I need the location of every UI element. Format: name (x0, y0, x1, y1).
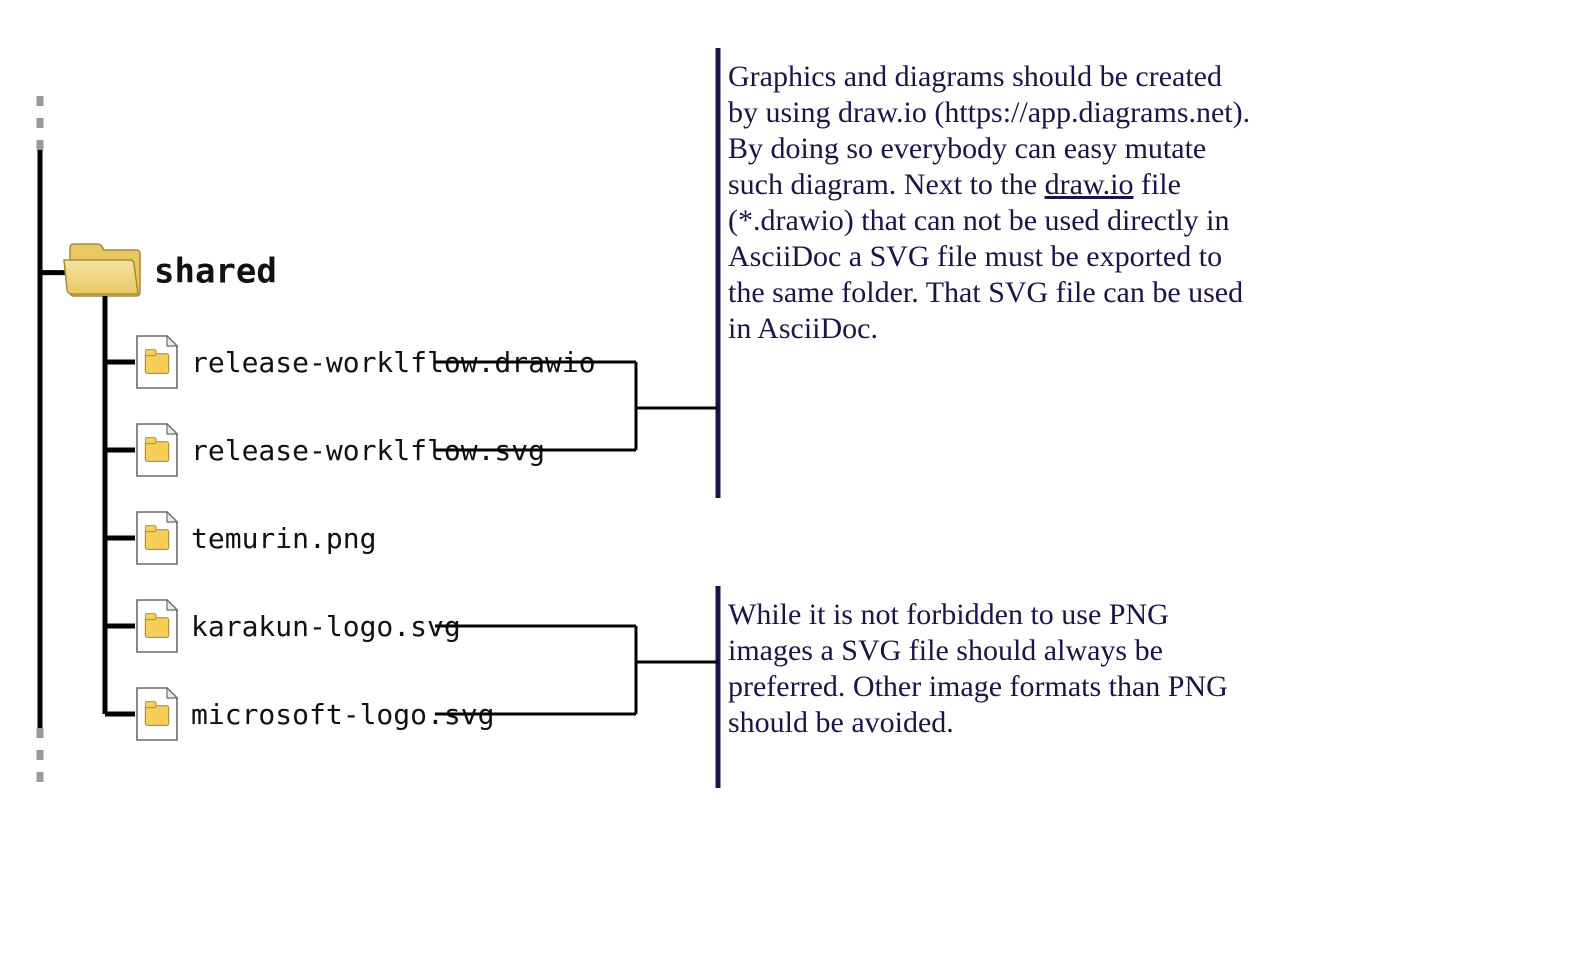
folder-label: shared (154, 252, 277, 292)
file-item: karakun-logo.svg (137, 600, 461, 652)
callout-text: Graphics and diagrams should be createdb… (728, 60, 1250, 345)
file-label: karakun-logo.svg (191, 610, 461, 643)
file-label: temurin.png (191, 522, 376, 555)
callout-text: While it is not forbidden to use PNGimag… (728, 598, 1228, 739)
folder-icon (64, 244, 140, 296)
file-item: temurin.png (137, 512, 376, 564)
